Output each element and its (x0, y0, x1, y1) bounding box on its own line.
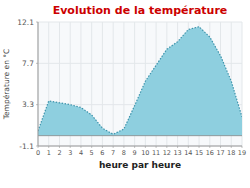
x-tick (91, 146, 92, 148)
x-tick-label: 2 (57, 149, 61, 157)
title: Evolution de la température (53, 4, 228, 17)
x-axis-label: heure par heure (99, 160, 181, 170)
y-tick-label: 12.1 (17, 18, 34, 27)
x-tick (123, 146, 124, 148)
y-ticks: -1.1 3.3 7.7 12.1 (17, 18, 38, 151)
x-tick-label: 15 (195, 149, 203, 157)
x-tick (102, 146, 103, 148)
x-tick-label: 9 (133, 149, 137, 157)
x-tick-label: 6 (100, 149, 104, 157)
chart: 012345678910111213141516171819-1.13.37.7… (0, 0, 250, 188)
y-tick (36, 63, 38, 64)
line (38, 27, 242, 135)
x-tick (199, 146, 200, 148)
y-grid-line (38, 22, 242, 23)
y-tick-label: 7.7 (22, 59, 34, 68)
grid (38, 22, 242, 146)
x-tick (80, 146, 81, 148)
x-grid-line (113, 22, 114, 146)
x-tick (231, 146, 232, 148)
x-tick (242, 146, 243, 148)
x-tick (209, 146, 210, 148)
x-tick-label: 17 (216, 149, 224, 157)
x-tick (113, 146, 114, 148)
y-tick-label: -1.1 (19, 142, 34, 151)
x-tick-label: 10 (141, 149, 149, 157)
x-tick-label: 1 (47, 149, 51, 157)
x-tick (145, 146, 146, 148)
x-axis-line (38, 146, 242, 147)
x-tick-label: 13 (173, 149, 181, 157)
x-tick (188, 146, 189, 148)
x-tick-label: 3 (68, 149, 72, 157)
x-tick-label: 14 (184, 149, 192, 157)
x-tick-label: 7 (111, 149, 115, 157)
plot-area (38, 27, 242, 136)
x-ticks: 012345678910111213141516171819 (36, 146, 246, 157)
zero-line (38, 135, 242, 136)
y-axis-label: Température en °C (2, 49, 11, 121)
y-axis-line (38, 22, 39, 146)
x-tick-label: 16 (206, 149, 214, 157)
x-tick (156, 146, 157, 148)
x-tick (177, 146, 178, 148)
area (38, 27, 242, 136)
y-tick (36, 22, 38, 23)
x-tick-label: 8 (122, 149, 126, 157)
x-tick (166, 146, 167, 148)
x-tick-label: 18 (227, 149, 235, 157)
x-tick (48, 146, 49, 148)
x-grid-line (38, 22, 39, 146)
x-tick-label: 12 (163, 149, 171, 157)
x-tick (70, 146, 71, 148)
x-tick-label: 5 (90, 149, 94, 157)
plot-background (38, 22, 242, 146)
y-tick (36, 104, 38, 105)
x-tick-label: 4 (79, 149, 83, 157)
x-tick (134, 146, 135, 148)
x-tick-label: 0 (36, 149, 40, 157)
x-tick-label: 11 (152, 149, 160, 157)
chart-container: 012345678910111213141516171819-1.13.37.7… (0, 0, 250, 188)
y-grid-line (38, 146, 242, 147)
x-tick-label: 19 (238, 149, 246, 157)
y-tick (36, 146, 38, 147)
y-tick-label: 3.3 (22, 100, 34, 109)
x-tick (220, 146, 221, 148)
x-tick (59, 146, 60, 148)
